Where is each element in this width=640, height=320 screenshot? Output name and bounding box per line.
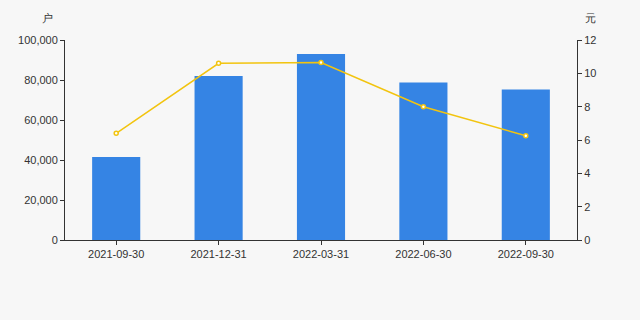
svg-text:2022-03-31: 2022-03-31 <box>293 248 349 260</box>
svg-text:2021-12-31: 2021-12-31 <box>190 248 246 260</box>
svg-text:8: 8 <box>584 101 590 113</box>
svg-text:元: 元 <box>585 12 596 24</box>
svg-text:2021-09-30: 2021-09-30 <box>88 248 144 260</box>
svg-text:2: 2 <box>584 201 590 213</box>
svg-text:100,000: 100,000 <box>18 34 58 46</box>
svg-text:10: 10 <box>584 67 596 79</box>
svg-text:12: 12 <box>584 34 596 46</box>
svg-text:2022-09-30: 2022-09-30 <box>498 248 554 260</box>
svg-text:6: 6 <box>584 134 590 146</box>
svg-text:0: 0 <box>52 234 58 246</box>
svg-text:4: 4 <box>584 167 590 179</box>
svg-text:户: 户 <box>42 12 53 24</box>
svg-text:80,000: 80,000 <box>24 74 58 86</box>
svg-text:60,000: 60,000 <box>24 114 58 126</box>
svg-text:2022-06-30: 2022-06-30 <box>395 248 451 260</box>
svg-text:20,000: 20,000 <box>24 194 58 206</box>
svg-text:40,000: 40,000 <box>24 154 58 166</box>
svg-text:0: 0 <box>584 234 590 246</box>
